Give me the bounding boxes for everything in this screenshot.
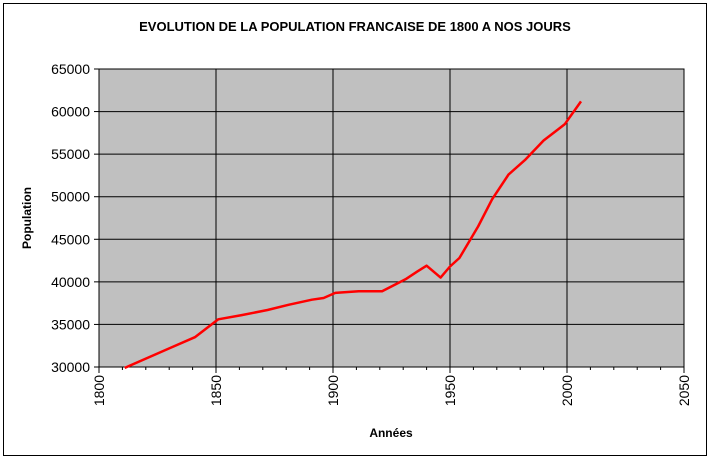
plot-area <box>99 69 684 367</box>
series-group <box>124 100 583 370</box>
x-tick-label: 1950 <box>442 375 458 406</box>
y-tick-label: 60000 <box>51 104 90 120</box>
axes <box>94 68 685 373</box>
x-tick-label: 1850 <box>208 375 224 406</box>
population-series-line <box>124 100 583 370</box>
y-tick-labels: 30000 35000 40000 45000 50000 55000 60000 65000 <box>51 61 90 375</box>
chart-title: EVOLUTION DE LA POPULATION FRANCAISE DE … <box>139 19 571 34</box>
y-axis-title: Population <box>20 187 34 249</box>
y-tick-label: 30000 <box>51 359 90 375</box>
y-tick-label: 45000 <box>51 231 90 247</box>
x-axis-title: Années <box>369 426 413 440</box>
y-tick-label: 50000 <box>51 189 90 205</box>
y-tick-label: 35000 <box>51 316 90 332</box>
y-tick-label: 40000 <box>51 274 90 290</box>
x-tick-label: 2050 <box>676 375 692 406</box>
x-tick-label: 1800 <box>91 375 107 406</box>
x-tick-label: 1900 <box>325 375 341 406</box>
y-tick-label: 65000 <box>51 61 90 77</box>
x-tick-label: 2000 <box>559 375 575 406</box>
x-tick-labels: 1800 1850 1900 1950 2000 2050 <box>91 375 692 406</box>
plot-border <box>98 68 685 368</box>
y-tick-label: 55000 <box>51 146 90 162</box>
